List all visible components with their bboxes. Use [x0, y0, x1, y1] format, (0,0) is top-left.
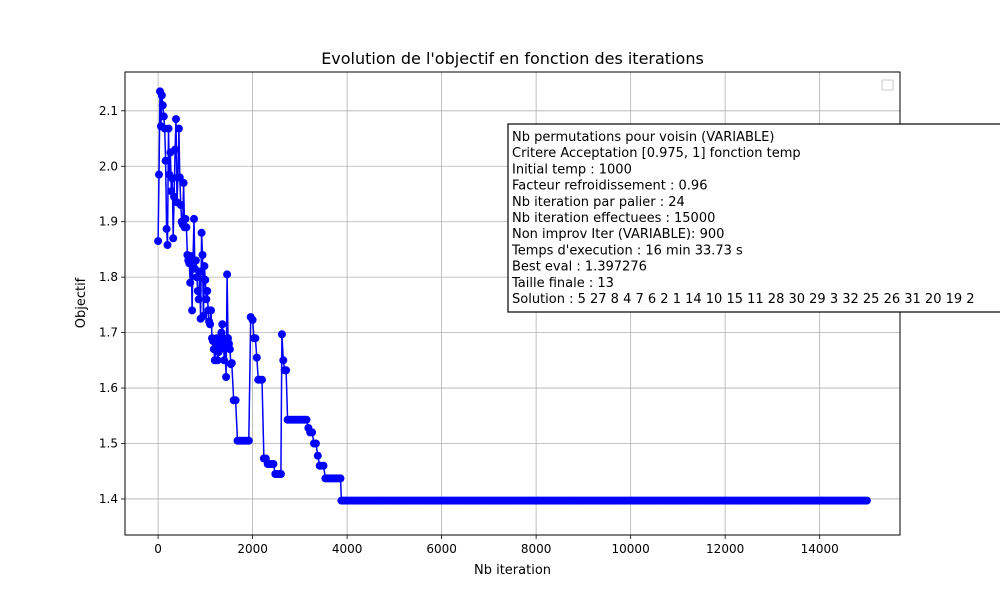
data-point [199, 312, 208, 320]
data-point [302, 415, 311, 424]
data-point [171, 145, 180, 154]
data-point [231, 396, 240, 405]
y-tick-label: 2.1 [99, 104, 118, 118]
data-point [188, 306, 197, 315]
data-point [206, 320, 215, 329]
data-point [155, 170, 163, 179]
annotation-line: Nb iteration effectuees : 15000 [512, 211, 715, 226]
x-axis-label: Nb iteration [474, 563, 551, 578]
data-point [172, 115, 180, 124]
data-point [201, 275, 210, 284]
x-tick-label: 8000 [521, 542, 552, 556]
data-point [276, 470, 285, 478]
x-tick-label: 10000 [612, 542, 650, 556]
y-tick-label: 2.0 [99, 159, 118, 173]
data-point [251, 334, 260, 343]
data-point [202, 295, 211, 304]
data-point [176, 201, 185, 210]
data-point [158, 101, 167, 110]
legend-box [881, 79, 894, 91]
data-point [163, 241, 172, 249]
x-tick-label: 0 [154, 542, 162, 556]
data-point [213, 356, 222, 365]
data-point [252, 353, 261, 362]
data-point [282, 366, 291, 375]
annotation-line: Nb permutations pour voisin (VARIABLE) [512, 130, 774, 145]
data-point [186, 278, 195, 287]
data-point [222, 373, 231, 381]
data-point [207, 306, 215, 315]
data-point [169, 234, 178, 243]
data-point [862, 496, 871, 505]
annotation-line: Initial temp : 1000 [512, 162, 632, 177]
data-point [311, 439, 320, 448]
data-point [161, 156, 170, 165]
data-point [313, 451, 322, 460]
data-point [195, 267, 204, 276]
data-point [162, 224, 171, 233]
x-tick-label: 2000 [237, 542, 268, 556]
y-tick-label: 1.5 [99, 437, 118, 451]
annotation-box: Nb permutations pour voisin (VARIABLE)Cr… [507, 123, 1000, 313]
y-axis-label: Objectif [74, 277, 89, 328]
data-point [157, 91, 166, 100]
y-tick-label: 1.9 [99, 215, 118, 229]
x-tick-label: 14000 [801, 542, 839, 556]
annotation-line: Solution : 5 27 8 4 7 6 2 1 14 10 15 11 … [512, 292, 975, 307]
data-point [279, 356, 288, 365]
data-point [164, 124, 173, 133]
data-point [277, 330, 286, 339]
data-point [248, 315, 257, 324]
x-tick-label: 4000 [332, 542, 363, 556]
y-tick-label: 1.7 [99, 326, 118, 340]
data-point [198, 251, 207, 259]
x-axis-ticks: 0 2000 4000 6000 8000 10000 12000 14000 [154, 535, 839, 556]
data-point [225, 345, 234, 354]
data-point [220, 356, 229, 365]
annotation-line: Facteur refroidissement : 0.96 [512, 179, 707, 194]
data-point [200, 262, 209, 271]
data-point [191, 256, 200, 265]
annotation-line: Best eval : 1.397276 [512, 260, 647, 275]
y-tick-label: 1.8 [99, 270, 118, 284]
data-point [258, 375, 266, 384]
data-series [154, 87, 871, 505]
y-tick-label: 1.6 [99, 381, 118, 395]
data-point [269, 460, 278, 468]
data-point [203, 287, 212, 295]
data-point [174, 124, 183, 133]
data-point [154, 237, 163, 246]
x-tick-label: 12000 [706, 542, 744, 556]
annotation-line: Taille finale : 13 [511, 276, 614, 291]
data-point [190, 214, 198, 223]
data-point [179, 178, 188, 187]
x-tick-label: 6000 [426, 542, 457, 556]
data-point [194, 295, 203, 304]
annotation-line: Non improv Iter (VARIABLE): 900 [512, 227, 724, 242]
data-point [308, 428, 317, 437]
y-tick-label: 1.4 [99, 492, 118, 506]
data-point [336, 474, 345, 483]
data-point [216, 345, 225, 354]
chart-title: Evolution de l'objectif en fonction des … [321, 49, 704, 68]
data-point [193, 287, 202, 295]
data-point [181, 214, 190, 223]
y-axis-ticks: 1.4 1.5 1.6 1.7 1.8 1.9 2.0 2.1 [99, 104, 125, 506]
annotation-line: Nb iteration par palier : 24 [512, 195, 685, 210]
data-point [319, 461, 328, 470]
data-point [197, 228, 206, 237]
annotation-line: Critere Acceptation [0.975, 1] fonction … [512, 146, 801, 161]
data-point [218, 320, 227, 329]
data-point [244, 436, 253, 445]
data-point [223, 270, 232, 279]
data-point [182, 223, 191, 232]
annotation-line: Temps d'execution : 16 min 33.73 s [511, 243, 743, 258]
data-point [159, 112, 168, 121]
data-point [227, 359, 236, 368]
